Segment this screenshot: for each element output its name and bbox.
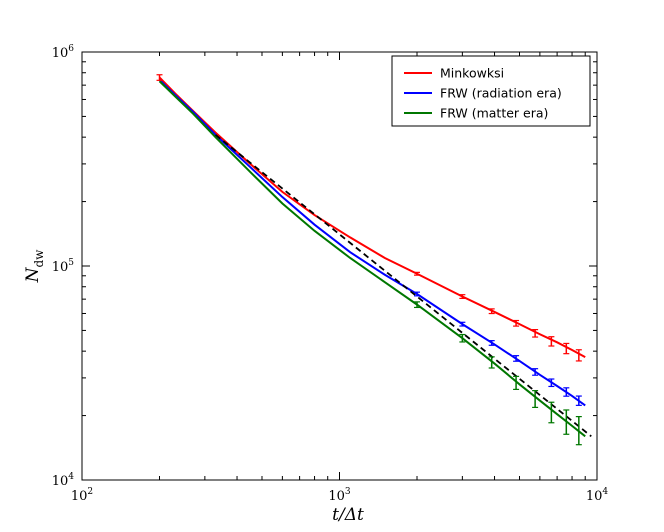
- error-bar: [459, 333, 466, 343]
- x-tick-label: 102: [71, 487, 93, 504]
- series-line-0: [158, 76, 586, 359]
- error-bar: [532, 329, 539, 338]
- error-bar: [156, 74, 163, 81]
- error-bar: [548, 401, 555, 424]
- error-bar: [532, 390, 539, 408]
- y-axis-label-subscript: dw: [32, 249, 46, 268]
- y-axis: 104 105 106: [52, 44, 597, 489]
- legend-label-frw-radiation: FRW (radiation era): [440, 86, 562, 101]
- error-bar: [548, 336, 555, 347]
- series-line-1: [158, 79, 586, 407]
- error-bar: [548, 378, 555, 388]
- error-bar: [488, 308, 495, 315]
- fit-line-dashed: [214, 134, 592, 438]
- error-bar: [563, 409, 570, 435]
- legend-label-minkowski: Minkowksi: [440, 66, 504, 81]
- error-bar: [575, 416, 582, 446]
- legend-label-frw-matter: FRW (matter era): [440, 106, 548, 121]
- y-axis-label: Ndw: [23, 249, 46, 284]
- plot-frame: [81, 51, 598, 481]
- error-bar: [563, 387, 570, 397]
- legend-box: [391, 55, 591, 127]
- x-axis-label: t/Δt: [332, 505, 364, 525]
- error-bar: [513, 319, 520, 327]
- error-bar: [513, 375, 520, 391]
- error-bar: [488, 356, 495, 369]
- x-tick-label: 104: [586, 487, 609, 504]
- error-bar: [488, 340, 495, 346]
- y-axis-label-main: N: [23, 266, 43, 283]
- plot-area: [156, 74, 592, 446]
- series-line-2: [158, 80, 586, 438]
- y-tick-label: 104: [52, 472, 75, 489]
- error-bar: [459, 294, 466, 300]
- y-tick-label: 106: [52, 44, 75, 61]
- error-bar: [575, 349, 582, 362]
- error-bar: [532, 368, 539, 376]
- error-bar: [459, 321, 466, 327]
- error-bar: [513, 355, 520, 362]
- y-axis-label-group: Ndw: [23, 249, 46, 284]
- legend: Minkowksi FRW (radiation era) FRW (matte…: [391, 55, 591, 127]
- error-bar: [414, 301, 421, 309]
- error-bar: [575, 395, 582, 406]
- error-bar: [414, 291, 421, 297]
- error-bar: [563, 342, 570, 355]
- error-bar: [414, 271, 421, 276]
- y-tick-label: 105: [52, 258, 75, 275]
- x-tick-label: 103: [328, 487, 351, 504]
